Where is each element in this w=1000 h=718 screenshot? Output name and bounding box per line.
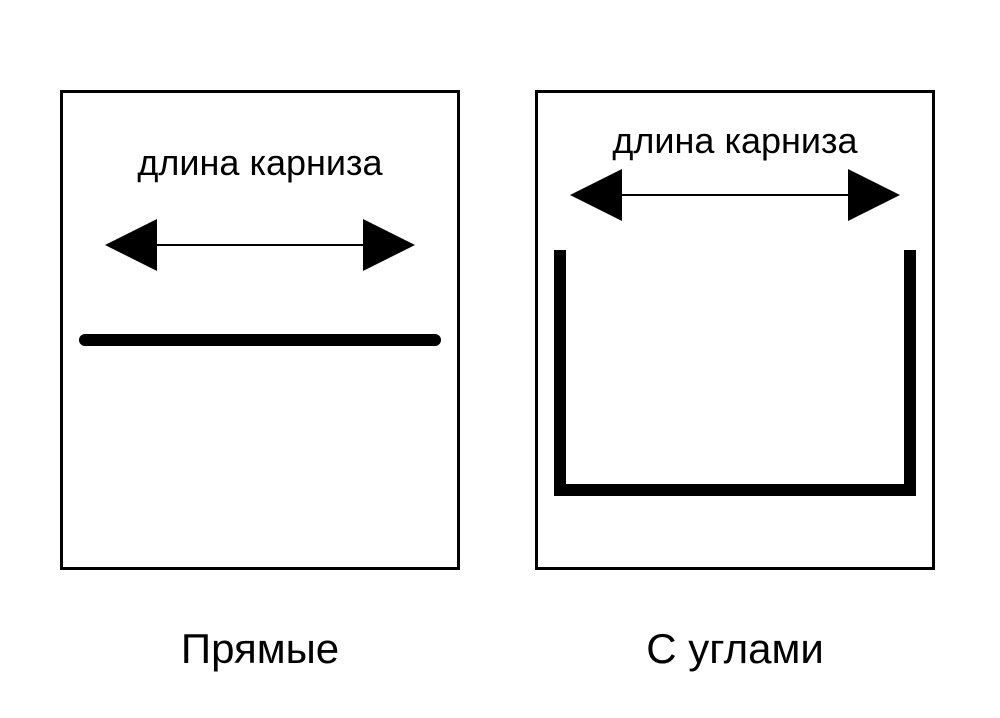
diagram-canvas: длина карниза длина карниза Прямые С угл… (0, 0, 1000, 718)
caption-with-corners: С углами (535, 625, 935, 673)
caption-straight: Прямые (60, 625, 460, 673)
dimension-label-right: длина карниза (535, 120, 935, 162)
dimension-label-left: длина карниза (60, 142, 460, 184)
